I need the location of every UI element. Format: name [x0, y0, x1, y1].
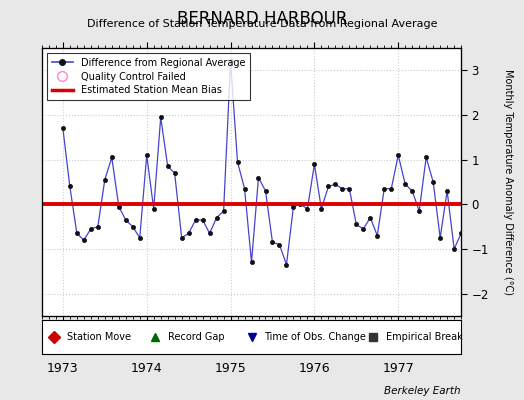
Legend: Difference from Regional Average, Quality Control Failed, Estimated Station Mean: Difference from Regional Average, Qualit…: [47, 53, 250, 100]
Y-axis label: Monthly Temperature Anomaly Difference (°C): Monthly Temperature Anomaly Difference (…: [503, 69, 513, 295]
Text: Time of Obs. Change: Time of Obs. Change: [264, 332, 366, 342]
Text: Empirical Break: Empirical Break: [386, 332, 462, 342]
Text: Difference of Station Temperature Data from Regional Average: Difference of Station Temperature Data f…: [87, 19, 437, 29]
Text: BERNARD HARBOUR: BERNARD HARBOUR: [177, 10, 347, 28]
Text: Record Gap: Record Gap: [168, 332, 224, 342]
Text: 1976: 1976: [299, 362, 330, 375]
Text: Berkeley Earth: Berkeley Earth: [385, 386, 461, 396]
Text: Station Move: Station Move: [67, 332, 131, 342]
Text: 1977: 1977: [383, 362, 414, 375]
Text: 1973: 1973: [47, 362, 79, 375]
Text: 1975: 1975: [215, 362, 246, 375]
Text: 1974: 1974: [131, 362, 162, 375]
